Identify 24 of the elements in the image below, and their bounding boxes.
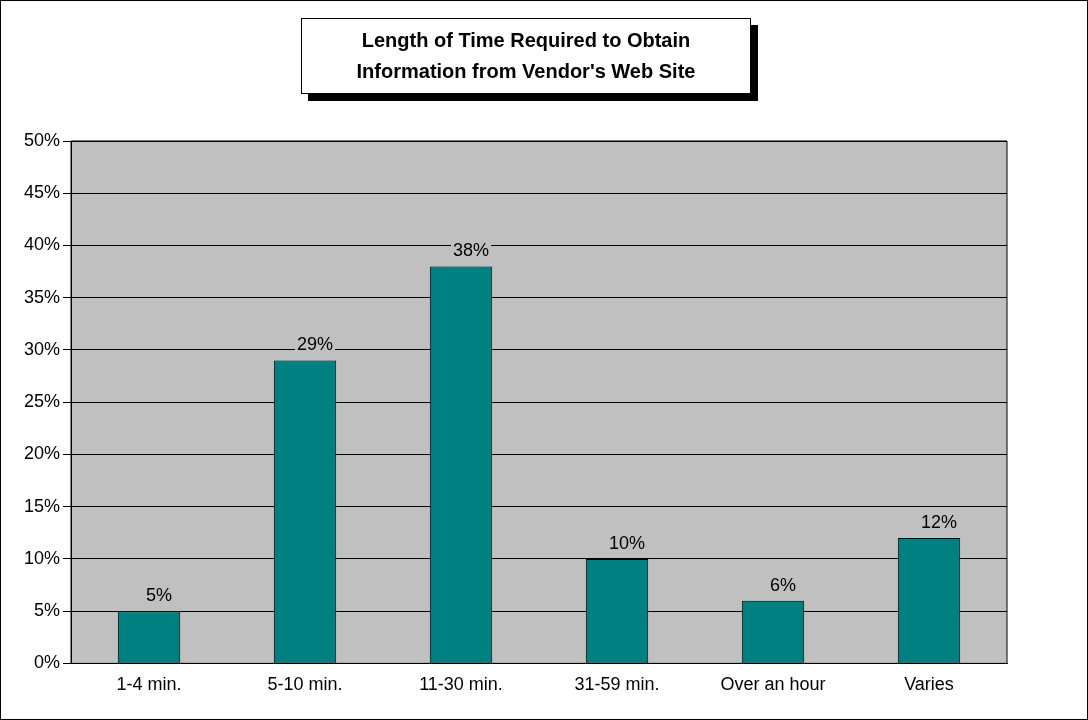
x-tick-label: 5-10 min. [267,674,343,695]
y-tick-label: 30% [24,338,61,359]
data-label: 10% [609,532,646,553]
data-label: 29% [297,334,334,355]
data-label: 6% [770,574,797,595]
y-tick-label: 25% [24,391,61,412]
y-tick-label: 45% [24,182,61,203]
y-tick-label: 40% [24,234,61,255]
y-tick-label: 5% [34,600,61,621]
data-label: 12% [920,511,958,532]
y-tick-label: 50% [24,129,61,150]
x-tick-label: Varies [904,674,954,695]
x-tick-label: 31-59 min. [574,674,660,695]
data-label: 5% [146,585,173,606]
data-label: 38% [453,240,490,261]
x-tick-label: Over an hour [720,674,826,695]
x-tick-label: 11-30 min. [419,674,503,695]
y-tick-label: 15% [24,495,61,516]
y-tick-label: 0% [34,652,61,673]
chart-title: Length of Time Required to Obtain Information from Vendor's Web Site [301,18,751,94]
y-tick-label: 10% [24,547,61,568]
y-tick-label: 35% [24,286,61,307]
x-tick-label: 1-4 min. [116,674,182,695]
y-tick-label: 20% [24,443,61,464]
